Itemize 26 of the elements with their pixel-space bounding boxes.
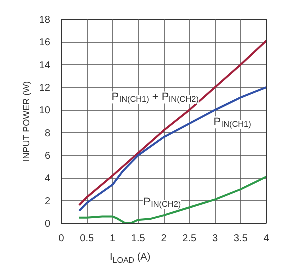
x-tick-label: 2 xyxy=(161,234,168,244)
x-tick-label: 2.5 xyxy=(182,234,198,244)
y-tick-label: 12 xyxy=(39,83,51,94)
y-tick-label: 18 xyxy=(39,15,51,26)
series-label: PIN(CH1) + PIN(CH2) xyxy=(112,92,200,104)
line-series xyxy=(78,176,266,224)
y-tick-label: 0 xyxy=(44,219,51,230)
x-tick-label: 4 xyxy=(264,234,270,244)
y-tick-label: 16 xyxy=(39,38,51,49)
y-tick-label: 6 xyxy=(44,151,51,162)
x-tick-label: 1.5 xyxy=(131,234,146,244)
series-label: PIN(CH2) xyxy=(144,196,182,210)
x-tick-label: 1 xyxy=(110,234,116,244)
x-axis-title: I$_{LOAD}$ (A) xyxy=(109,251,152,266)
y-tick-label: 14 xyxy=(39,60,51,72)
line-series xyxy=(78,86,266,212)
x-tick-label: 3 xyxy=(212,234,218,244)
x-tick-label: 0 xyxy=(58,234,65,244)
y-tick-label: 4 xyxy=(44,174,51,185)
y-tick-label: 2 xyxy=(44,196,51,208)
y-tick-label: 10 xyxy=(39,106,51,117)
series-label: PIN(CH1) xyxy=(214,116,252,130)
x-tick-label: 0.5 xyxy=(80,234,95,244)
y-tick-label: 8 xyxy=(44,128,51,140)
x-tick-label: 3.5 xyxy=(234,234,248,244)
y-axis-title: INPUT POWER (W) xyxy=(21,81,32,162)
